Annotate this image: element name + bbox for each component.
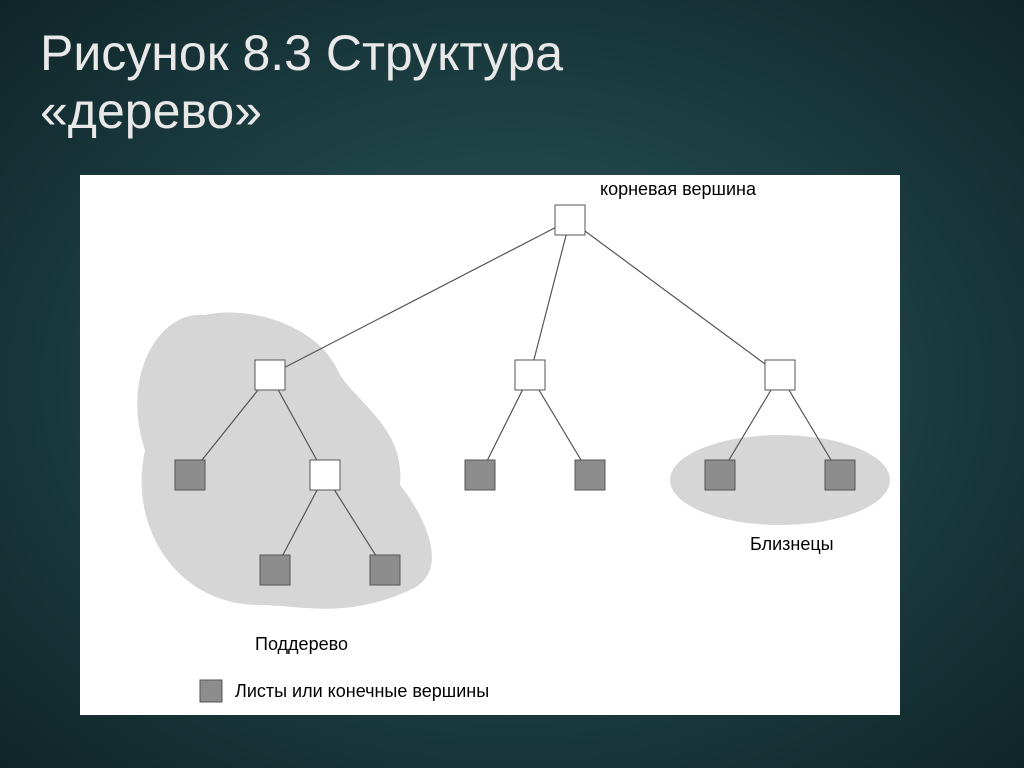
twins-blob <box>670 435 890 525</box>
inner-node <box>515 360 545 390</box>
slide: Рисунок 8.3 Структура «дерево» корневая … <box>0 0 1024 768</box>
leaf-node <box>465 460 495 490</box>
tree-diagram-panel: корневая вершина Близнецы Поддерево Листы … <box>80 175 900 715</box>
inner-node <box>310 460 340 490</box>
tree-edge <box>270 220 570 375</box>
root-label: корневая вершина <box>600 179 757 199</box>
leaf-node <box>370 555 400 585</box>
inner-node <box>765 360 795 390</box>
tree-edge <box>530 220 570 375</box>
slide-title: Рисунок 8.3 Структура «дерево» <box>40 25 563 140</box>
leaf-node <box>575 460 605 490</box>
inner-node <box>555 205 585 235</box>
legend-text: Листы или конечные вершины <box>235 681 489 701</box>
inner-node <box>255 360 285 390</box>
tree-svg: корневая вершина Близнецы Поддерево Листы … <box>80 175 900 715</box>
subtree-label: Поддерево <box>255 634 348 654</box>
leaf-node <box>260 555 290 585</box>
leaf-node <box>175 460 205 490</box>
leaf-node <box>705 460 735 490</box>
leaf-node <box>825 460 855 490</box>
legend-swatch <box>200 680 222 702</box>
twins-label: Близнецы <box>750 534 834 554</box>
tree-edge <box>570 220 780 375</box>
